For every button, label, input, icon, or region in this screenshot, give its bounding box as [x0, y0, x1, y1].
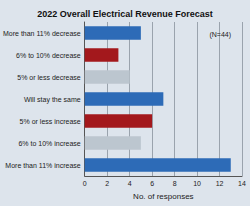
svg-text:No. of responses: No. of responses	[133, 192, 193, 201]
svg-text:14: 14	[238, 180, 246, 187]
svg-text:5% or less increase: 5% or less increase	[20, 118, 81, 125]
svg-text:12: 12	[216, 180, 224, 187]
svg-text:Will stay the same: Will stay the same	[24, 96, 81, 104]
svg-text:(N=44): (N=44)	[209, 31, 231, 39]
svg-text:8: 8	[173, 180, 177, 187]
svg-text:5% or less decrease: 5% or less decrease	[17, 74, 81, 81]
svg-text:4: 4	[128, 180, 132, 187]
svg-text:More than 11% decrease: More than 11% decrease	[3, 30, 81, 37]
svg-text:10: 10	[193, 180, 201, 187]
svg-text:6% to 10% increase: 6% to 10% increase	[18, 140, 80, 147]
svg-text:More than 11% increase: More than 11% increase	[5, 162, 80, 169]
svg-text:2: 2	[105, 180, 109, 187]
svg-text:6% to 10% decrease: 6% to 10% decrease	[16, 52, 81, 59]
svg-text:0: 0	[83, 180, 87, 187]
svg-text:2022 Overall Electrical Revenu: 2022 Overall Electrical Revenue Forecast	[37, 9, 213, 19]
svg-text:6: 6	[150, 180, 154, 187]
